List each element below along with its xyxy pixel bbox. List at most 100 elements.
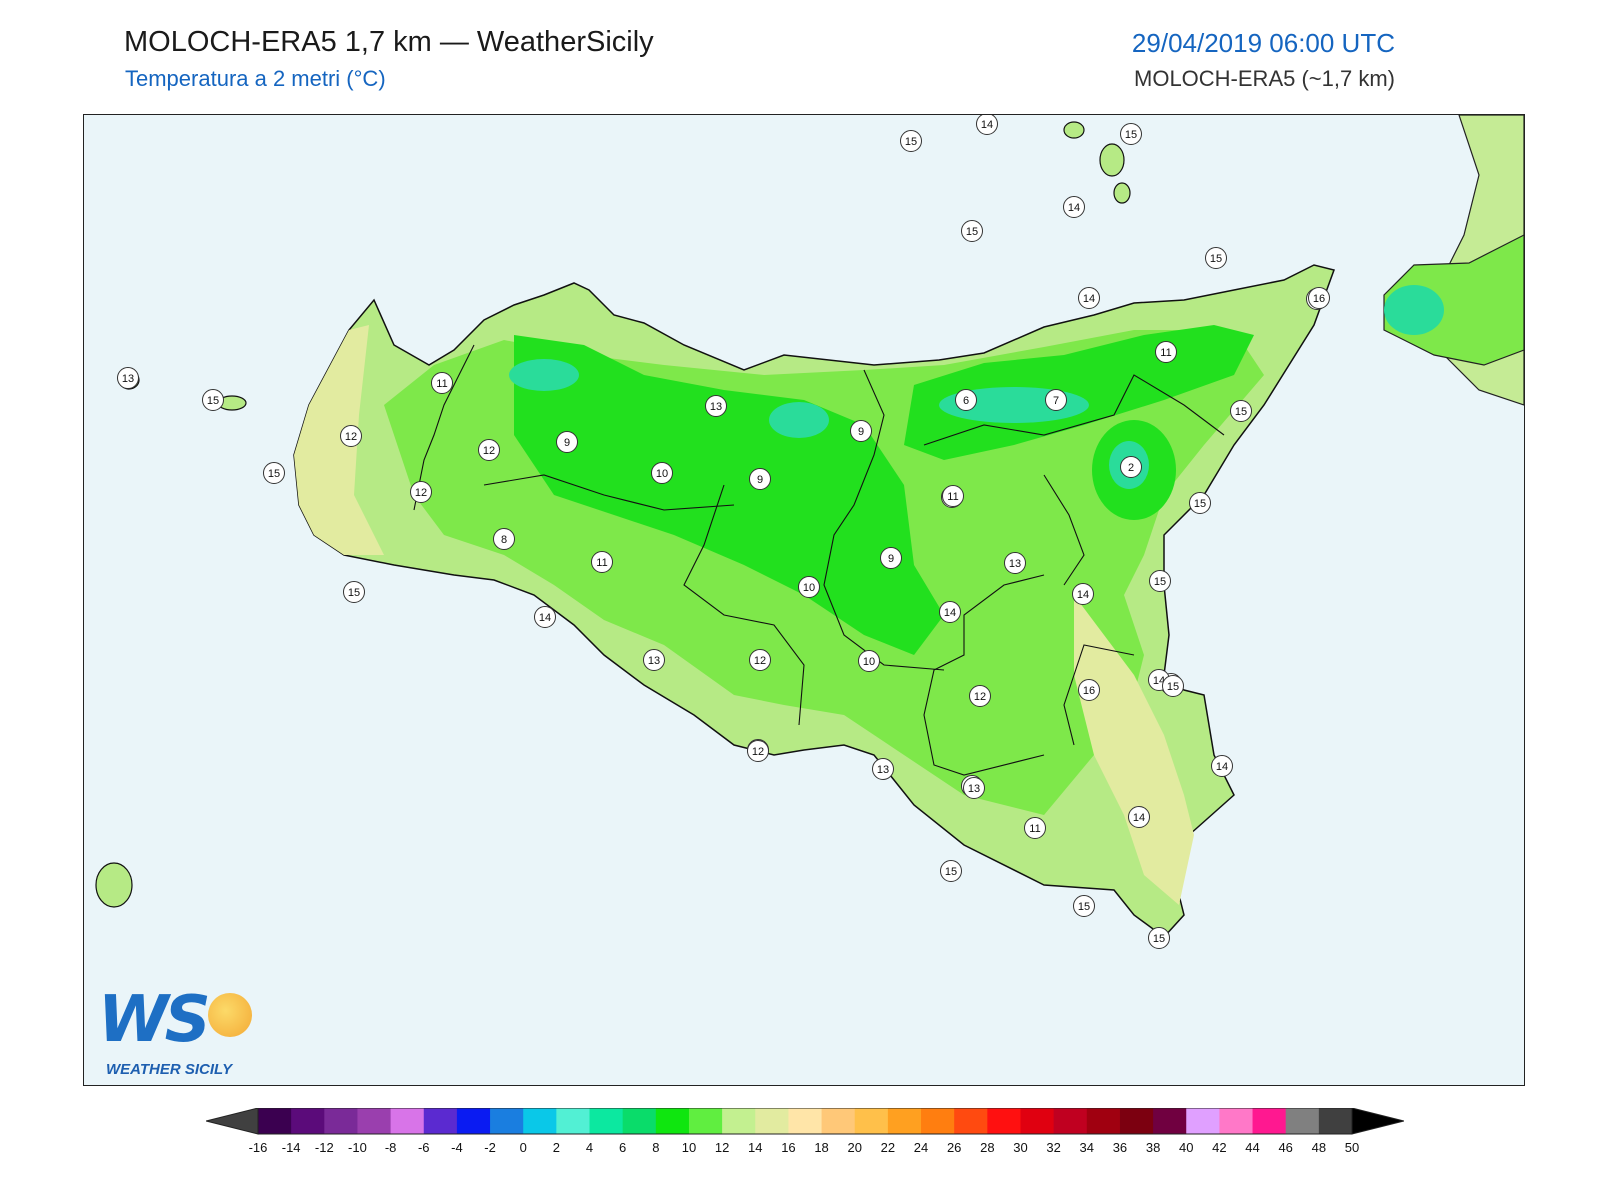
colorbar-tick-label: 16	[781, 1140, 796, 1155]
station-temp-label: 13	[963, 777, 985, 799]
colorbar-swatch	[655, 1108, 690, 1134]
station-temp-label: 12	[747, 740, 769, 762]
station-temp-label: 11	[591, 551, 613, 573]
station-temp-label: 15	[940, 860, 962, 882]
colorbar-tick-label: 18	[814, 1140, 829, 1155]
colorbar-tick-label: 44	[1245, 1140, 1260, 1155]
colorbar-tick-label: 36	[1112, 1140, 1128, 1155]
logo-text: WEATHER SICILY	[106, 1061, 233, 1078]
colorbar-tick-label: 24	[913, 1140, 929, 1155]
station-temp-label: 15	[1230, 400, 1252, 422]
station-temp-label: 16	[1078, 679, 1100, 701]
colorbar-tick-label: 2	[552, 1140, 560, 1155]
colorbar-swatch	[556, 1108, 591, 1134]
station-temp-label: 11	[942, 485, 964, 507]
colorbar-swatch	[291, 1108, 325, 1134]
colorbar-tick-label: 48	[1311, 1140, 1327, 1155]
colorbar-swatch	[788, 1108, 823, 1134]
colorbar-swatch	[1318, 1108, 1353, 1134]
temperature-map: 15 14 15 14 15 13 15 15 14 14 11 12 15 12 12 9 8 13 10 9 11 9…	[83, 114, 1525, 1086]
southeast-warm-plain	[1074, 595, 1194, 905]
station-temp-label: 14	[1072, 583, 1094, 605]
station-temp-label: 15	[961, 220, 983, 242]
colorbar-swatch	[1285, 1108, 1320, 1134]
colorbar-swatch	[1186, 1108, 1220, 1134]
station-temp-label: 15	[263, 462, 285, 484]
colorbar-tick-label: 26	[946, 1140, 962, 1155]
station-temp-label: 8	[493, 528, 515, 550]
palermo-cold-core	[509, 359, 579, 391]
colorbar-tick-label: -8	[384, 1140, 397, 1155]
colorbar-swatch	[1219, 1108, 1254, 1134]
weathersicily-logo: WS WEATHER SICILY	[98, 983, 268, 1083]
western-warm-coast	[294, 325, 384, 555]
station-temp-label: 10	[651, 462, 673, 484]
map-canvas	[95, 115, 1524, 939]
station-temp-label: 9	[749, 468, 771, 490]
colorbar-swatch	[821, 1108, 856, 1134]
colorbar-tick-label: 14	[748, 1140, 763, 1155]
colorbar-swatch	[456, 1108, 491, 1134]
colorbar-swatch	[987, 1108, 1021, 1134]
colorbar-over-arrow	[1351, 1108, 1404, 1135]
colorbar-swatch	[423, 1108, 458, 1134]
lipari-island	[1099, 143, 1125, 177]
colorbar-swatch	[887, 1108, 922, 1134]
colorbar-swatch	[390, 1108, 425, 1134]
colorbar-tick-label: 28	[980, 1140, 995, 1155]
station-temp-label: 10	[858, 650, 880, 672]
colorbar-swatch	[589, 1108, 624, 1134]
colorbar-tick-label: -16	[248, 1140, 268, 1155]
colorbar-tick-label: -6	[417, 1140, 430, 1155]
colorbar-tick-label: -14	[281, 1140, 301, 1155]
colorbar-tick-label: 8	[652, 1140, 660, 1155]
colorbar-tick-label: 20	[847, 1140, 862, 1155]
colorbar-swatch	[1119, 1108, 1154, 1134]
colorbar-strip	[206, 1108, 1404, 1135]
station-temp-label: 14	[534, 606, 556, 628]
colorbar-swatch	[1153, 1108, 1187, 1134]
pantelleria-island	[95, 862, 133, 908]
station-temp-label: 9	[880, 547, 902, 569]
colorbar-swatch	[1053, 1108, 1088, 1134]
colorbar-tick-label: -12	[314, 1140, 334, 1155]
colorbar-tick-label: 50	[1344, 1140, 1360, 1155]
colorbar-tick-label: 32	[1046, 1140, 1061, 1155]
colorbar-swatch	[1086, 1108, 1121, 1134]
colorbar-swatch	[688, 1108, 723, 1134]
colorbar-tick-label: 0	[519, 1140, 527, 1155]
station-temp-label: 13	[872, 758, 894, 780]
colorbar-tick-label: 30	[1013, 1140, 1028, 1155]
colorbar-swatch	[357, 1108, 392, 1134]
colorbar-tick-label: 34	[1079, 1140, 1095, 1155]
station-temp-label: 15	[1189, 492, 1211, 514]
station-temp-label: 15	[1149, 570, 1171, 592]
station-temp-label: 15	[1148, 927, 1170, 949]
salina-island	[1063, 121, 1085, 139]
colorbar-tick-label: -2	[484, 1140, 496, 1155]
colorbar-tick-label: 22	[880, 1140, 896, 1155]
colorbar-tick-label: 4	[585, 1140, 594, 1155]
valid-datetime: 29/04/2019 06:00 UTC	[1131, 28, 1395, 58]
station-temp-label: 15	[1205, 247, 1227, 269]
station-temp-label: 15	[202, 389, 224, 411]
station-temp-label: 15	[343, 581, 365, 603]
colorbar-swatch	[622, 1108, 657, 1134]
colorbar-tick-label: 12	[714, 1140, 730, 1155]
colorbar-tick-label: -4	[451, 1140, 463, 1155]
station-temp-label: 10	[798, 576, 820, 598]
station-temp-label: 15	[1120, 123, 1142, 145]
station-temp-label: 12	[340, 425, 362, 447]
colorbar-swatch	[523, 1108, 557, 1134]
station-temp-label: 16	[1308, 287, 1330, 309]
station-temp-label: 15	[900, 130, 922, 152]
colorbar-swatch	[1252, 1108, 1287, 1134]
station-temp-label: 7	[1045, 389, 1067, 411]
colorbar-tick-label: 10	[681, 1140, 697, 1155]
station-temp-label: 11	[1024, 817, 1046, 839]
colorbar-tick-label: 40	[1179, 1140, 1194, 1155]
station-temp-label: 12	[410, 481, 432, 503]
station-temp-label: 12	[749, 649, 771, 671]
colorbar-tick-label: 46	[1278, 1140, 1293, 1155]
sun-icon	[208, 993, 252, 1037]
